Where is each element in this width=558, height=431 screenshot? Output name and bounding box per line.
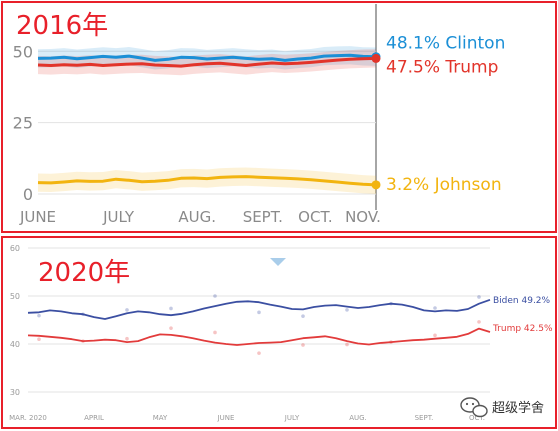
x-tick-label: MAR. 2020 (9, 414, 47, 422)
poll-point (345, 308, 349, 312)
bottom-end-labels: Biden 49.2% Trump 42.5% (492, 296, 553, 334)
x-tick-label: JULY (102, 208, 135, 226)
poll-point (477, 320, 481, 324)
end-dot-johnson (371, 180, 381, 190)
series-line-trump (37, 56, 377, 68)
chart-title-2020: 2020年 (38, 258, 130, 288)
bottom-series-lines (27, 298, 491, 346)
poll-point (125, 308, 129, 312)
poll-point (169, 306, 173, 311)
watermark-label: 超级学舍 (492, 400, 544, 416)
poll-point (213, 294, 217, 298)
top-gridlines (38, 50, 376, 195)
x-tick-label: JUNE (217, 414, 235, 422)
bottom-chart-frame (1, 236, 557, 429)
end-label-trump: Trump 42.5% (492, 324, 553, 334)
poll-point (477, 295, 481, 299)
poll-point (301, 314, 305, 318)
watermark: 超级学舍 (460, 397, 544, 418)
end-label-trump: 47.5% Trump (386, 57, 498, 77)
series-line-biden (27, 298, 491, 320)
poll-point (257, 310, 261, 315)
x-tick-label: AUG. (178, 208, 216, 226)
poll-point (257, 351, 261, 355)
x-tick-label: OCT. (469, 414, 485, 422)
y-tick-label: 50 (10, 292, 20, 301)
chart-2016: JUNE JULY AUG. SEPT. OCT. NOV. 0 25 50 48.1% Cl… (13, 4, 505, 226)
poll-point (125, 336, 129, 341)
series-line-trump (27, 327, 491, 346)
x-tick-label: OCT. (298, 208, 332, 226)
poll-point (345, 342, 349, 347)
poll-point (433, 306, 437, 310)
confidence-band-johnson (38, 167, 376, 194)
bottom-x-tick-labels: MAR. 2020 APRIL MAY JUNE JULY AUG. SEPT. OCT. (9, 414, 485, 422)
y-tick-label: 50 (13, 42, 33, 61)
top-y-tick-labels: 0 25 50 (13, 42, 33, 204)
poll-point (169, 326, 173, 330)
x-tick-label: SEPT. (243, 208, 283, 226)
poll-point (213, 330, 217, 335)
end-label-clinton: 48.1% Clinton (386, 34, 505, 54)
poll-point (37, 337, 41, 342)
date-marker-icon (270, 258, 286, 266)
end-label-biden: Biden 49.2% (493, 296, 551, 306)
series-line-johnson (37, 175, 377, 187)
y-tick-label: 0 (23, 185, 33, 204)
poll-point (301, 343, 305, 347)
chart-2020: MAR. 2020 APRIL MAY JUNE JULY AUG. SEPT. OCT. 3… (9, 244, 553, 422)
x-tick-label: SEPT. (415, 414, 434, 422)
y-tick-label: 25 (13, 114, 33, 133)
chart-title-2016: 2016年 (16, 11, 108, 41)
wechat-icon (460, 397, 488, 418)
poll-point (37, 313, 41, 318)
bottom-poll-points (37, 294, 481, 355)
bottom-y-tick-labels: 30 40 50 60 (10, 244, 20, 397)
y-tick-label: 60 (10, 244, 20, 253)
x-tick-label: MAY (153, 414, 168, 422)
end-dot-trump (371, 53, 381, 63)
x-tick-label: JUNE (19, 208, 56, 226)
top-series-lines (37, 53, 377, 187)
top-confidence-bands (38, 46, 376, 194)
series-line-clinton (37, 53, 377, 62)
poll-point (433, 333, 437, 338)
end-label-johnson: 3.2% Johnson (386, 175, 502, 195)
top-end-labels: 48.1% Clinton 47.5% Trump 3.2% Johnson (371, 34, 505, 195)
x-tick-label: AUG. (349, 414, 367, 422)
top-x-tick-labels: JUNE JULY AUG. SEPT. OCT. NOV. (19, 208, 381, 226)
y-tick-label: 40 (10, 340, 20, 349)
top-chart-frame (1, 1, 557, 233)
x-tick-label: JULY (284, 414, 300, 422)
bottom-gridlines (28, 247, 490, 393)
x-tick-label: APRIL (84, 414, 104, 422)
y-tick-label: 30 (10, 388, 20, 397)
x-tick-label: NOV. (345, 208, 381, 226)
